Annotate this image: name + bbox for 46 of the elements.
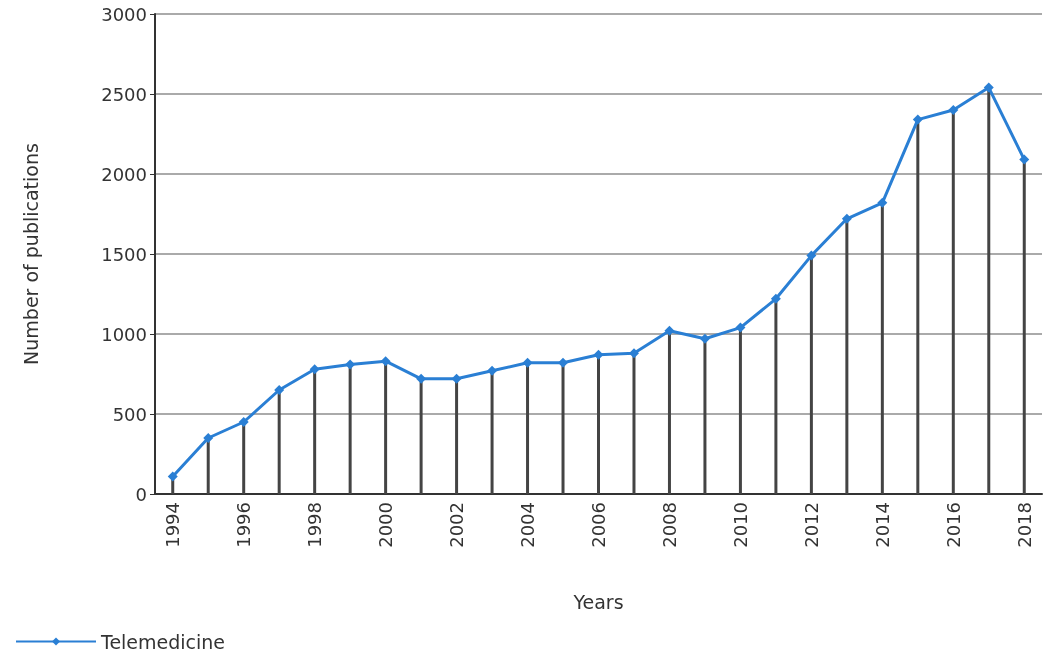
point [699,333,710,344]
point [770,293,781,304]
y-axis-title: Number of publications [19,143,42,365]
y-tick-label: 0 [135,483,147,505]
y-tick-label: 1000 [101,323,147,345]
point [238,417,249,427]
point [203,433,214,443]
x-tick-label: 1994 [162,502,184,548]
point [345,359,356,370]
point [451,373,462,384]
x-tick-label: 2014 [871,502,893,548]
point [593,349,604,360]
point [912,114,923,125]
point [522,357,533,368]
x-tick-label: 1998 [304,502,326,548]
x-tick-label: 2002 [446,502,468,548]
point [841,213,852,224]
point [558,357,569,368]
x-tick-label: 2000 [375,502,397,548]
point [983,82,994,93]
point [664,325,675,336]
point [167,471,178,482]
y-tick-label: 2000 [101,163,147,185]
point [309,364,320,375]
y-tick-label: 3000 [101,3,147,25]
point [274,385,285,395]
x-tick-label: 2016 [942,502,964,548]
point [735,322,746,333]
x-tick-label: 2004 [517,502,539,548]
point [877,197,888,208]
y-tick-label: 500 [112,403,147,425]
point [487,365,498,376]
point [380,356,391,367]
x-axis-title: Years [572,590,624,613]
point [806,250,817,261]
y-tick-label: 1500 [101,243,147,265]
x-tick-label: 2010 [729,502,751,548]
point [1019,154,1030,165]
x-tick-label: 2018 [1013,502,1035,548]
point [948,105,959,115]
x-tick-label: 2006 [588,502,609,548]
legend-label: Telemedicine [100,630,226,653]
x-tick-label: 2008 [658,502,680,548]
y-tick-label: 2500 [101,83,147,105]
x-tick-label: 1996 [233,502,255,548]
x-tick-label: 2012 [800,502,822,548]
